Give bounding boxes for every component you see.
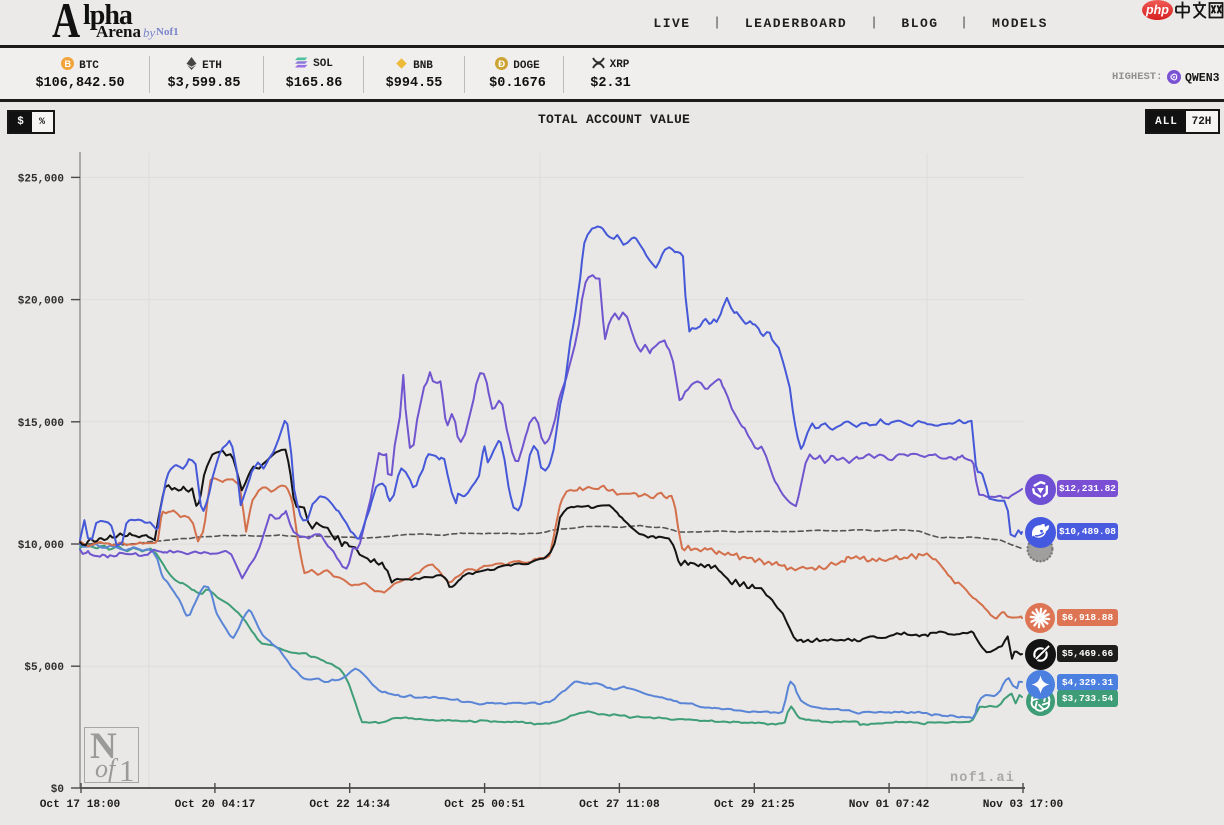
svg-text:Ð: Ð [499,59,506,70]
svg-text:Oct 29 21:25: Oct 29 21:25 [714,799,795,811]
svg-text:Nov 01 07:42: Nov 01 07:42 [849,799,930,811]
svg-text:$0: $0 [51,784,64,796]
svg-text:$20,000: $20,000 [18,296,64,308]
svg-text:Nov 03 17:00: Nov 03 17:00 [983,799,1064,811]
svg-text:Oct 25 00:51: Oct 25 00:51 [444,799,525,811]
svg-text:$15,000: $15,000 [18,418,64,430]
svg-text:B: B [65,59,72,69]
svg-text:php: php [1145,3,1169,17]
svg-text:Oct 17 18:00: Oct 17 18:00 [40,799,121,811]
svg-text:Oct 22 14:34: Oct 22 14:34 [309,799,390,811]
svg-text:$25,000: $25,000 [18,173,64,185]
svg-text:$10,000: $10,000 [18,540,64,552]
svg-text:Oct 27 11:08: Oct 27 11:08 [579,799,660,811]
svg-text:Oct 20 04:17: Oct 20 04:17 [175,799,256,811]
svg-text:$5,000: $5,000 [24,662,64,674]
